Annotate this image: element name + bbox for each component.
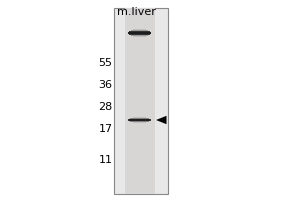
Bar (114, 8, 168, 194)
Text: 17: 17 (98, 124, 112, 134)
Bar (128, 32, 151, 33)
Text: 11: 11 (98, 155, 112, 165)
Bar (131, 30, 148, 31)
Bar (133, 122, 146, 123)
Bar (129, 120, 150, 121)
Bar (131, 35, 148, 36)
Text: 28: 28 (98, 102, 112, 112)
Bar (129, 34, 150, 35)
Bar (129, 31, 150, 32)
Bar (129, 31, 150, 32)
Bar (133, 117, 146, 118)
Bar (133, 36, 146, 37)
Bar (128, 32, 151, 33)
Bar (128, 120, 151, 121)
Polygon shape (156, 116, 166, 124)
Bar (124, 8, 154, 194)
Bar (129, 34, 150, 35)
Text: m.liver: m.liver (117, 7, 156, 17)
Bar (128, 119, 151, 120)
Bar (133, 29, 146, 30)
Bar (130, 118, 149, 119)
Bar (128, 33, 151, 34)
Bar (129, 119, 150, 120)
Text: 55: 55 (98, 58, 112, 68)
Text: 36: 36 (98, 80, 112, 90)
Bar (130, 121, 149, 122)
Bar (128, 33, 151, 34)
